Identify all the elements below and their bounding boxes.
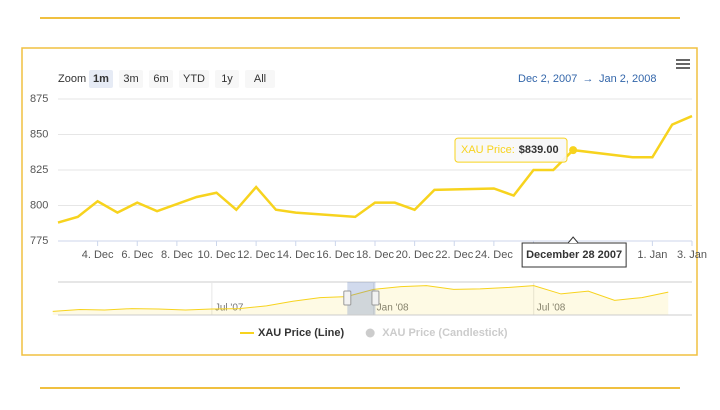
x-tick-label: 12. Dec xyxy=(237,249,275,261)
zoom-label: Zoom xyxy=(58,73,86,85)
navigator-tick-label: Jan '08 xyxy=(377,303,409,314)
x-tick-label: 6. Dec xyxy=(121,249,153,261)
y-tick-label: 800 xyxy=(30,199,48,211)
navigator-window xyxy=(347,282,376,315)
range-from: Dec 2, 2007 xyxy=(518,73,577,85)
x-tick-label: 16. Dec xyxy=(316,249,354,261)
plot: 775 800 825 850 875 4. Dec 6. Dec 8. Dec 10. Dec… xyxy=(30,93,707,261)
navigator: Jul '07 Jan '08 Jul '08 xyxy=(52,281,692,316)
y-tick-label: 850 xyxy=(30,128,48,140)
range-button-label[interactable]: All xyxy=(254,73,266,85)
x-tick-label: 22. Dec xyxy=(435,249,473,261)
tooltip-series: XAU Price: xyxy=(461,144,515,156)
crosshair-label-box xyxy=(521,242,627,268)
range-button[interactable] xyxy=(245,70,275,88)
hover-point xyxy=(569,146,578,155)
range-button-label[interactable]: 1y xyxy=(221,73,233,85)
range-button-label[interactable]: 1m xyxy=(93,73,109,85)
crosshair-label: December 28 2007 xyxy=(526,249,622,261)
y-tick-label: 825 xyxy=(30,164,48,176)
x-tick-label: 8. Dec xyxy=(161,249,193,261)
legend-label[interactable]: XAU Price (Line) xyxy=(258,327,345,339)
range-button[interactable] xyxy=(89,70,113,88)
legend-label[interactable]: XAU Price (Candlestick) xyxy=(382,327,508,339)
tooltip-box xyxy=(454,137,568,163)
range-button[interactable] xyxy=(179,70,209,88)
x-tick-label: 14. Dec xyxy=(277,249,315,261)
range-button-label[interactable]: 6m xyxy=(153,73,168,85)
y-tick-label: 775 xyxy=(30,235,48,247)
tooltip: XAU Price: $839.00 December 28 2007 xyxy=(454,137,627,268)
range-button[interactable] xyxy=(149,70,173,88)
x-tick-label: 18. Dec xyxy=(356,249,394,261)
tooltip-value: $839.00 xyxy=(519,144,559,156)
navigator-tick-label: Jul '08 xyxy=(537,303,566,314)
x-tick-label: 1. Jan xyxy=(637,249,667,261)
navigator-tick-label: Jul '07 xyxy=(215,303,244,314)
range-button-label[interactable]: YTD xyxy=(183,73,205,85)
menu-icon[interactable] xyxy=(676,59,690,69)
x-tick-label: 24. Dec xyxy=(475,249,513,261)
navigator-handle[interactable] xyxy=(343,290,352,306)
navigator-line xyxy=(52,285,669,312)
range-arrow: → xyxy=(583,73,594,85)
range-button[interactable] xyxy=(215,70,239,88)
range-button[interactable] xyxy=(119,70,143,88)
navigator-area xyxy=(52,285,669,315)
crosshair-label-arrow xyxy=(567,236,579,244)
range-to: Jan 2, 2008 xyxy=(599,73,657,85)
x-tick-label: 10. Dec xyxy=(198,249,236,261)
range-selector: Zoom 1m 3m 6m YTD 1y All xyxy=(58,70,275,88)
x-tick-label: 4. Dec xyxy=(82,249,114,261)
range-button-label[interactable]: 3m xyxy=(123,73,138,85)
legend-symbol[interactable] xyxy=(365,328,375,338)
y-tick-label: 875 xyxy=(30,93,48,105)
x-tick-label: 20. Dec xyxy=(396,249,434,261)
navigator-handle[interactable] xyxy=(371,290,380,306)
x-tick-label: 3. Jan xyxy=(677,249,707,261)
legend: XAU Price (Line) XAU Price (Candlestick) xyxy=(240,327,508,339)
